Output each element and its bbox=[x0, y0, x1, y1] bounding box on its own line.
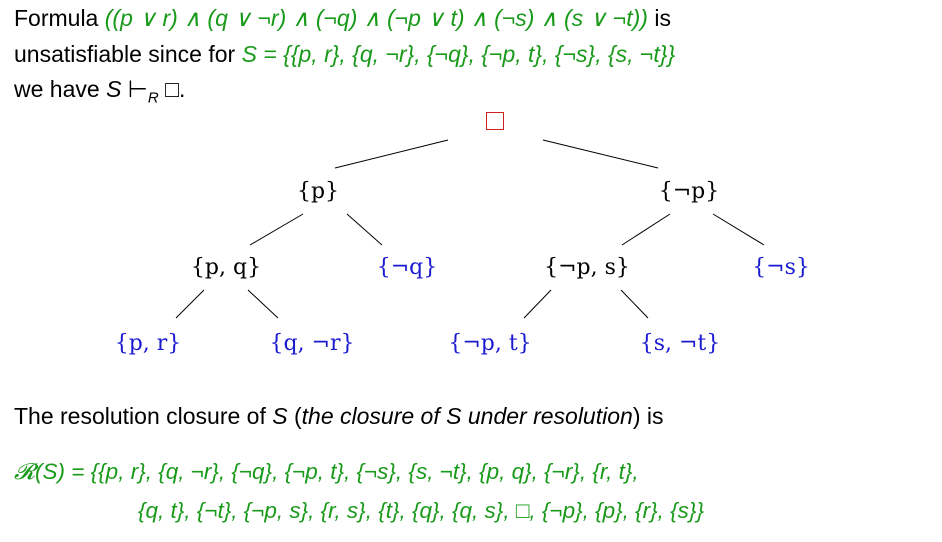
closure-italic-phrase: the closure of S under resolution bbox=[301, 403, 633, 429]
empty-clause-symbol: □ bbox=[165, 76, 179, 102]
intro-line-2: unsatisfiable since for S = {{p, r}, {q,… bbox=[14, 40, 675, 68]
edge-negps-snegt bbox=[620, 289, 649, 319]
we-have-text: we have bbox=[14, 76, 107, 102]
empty-clause-root bbox=[486, 112, 504, 130]
formula-suffix: is bbox=[647, 5, 671, 31]
edge-root-negp bbox=[542, 139, 659, 169]
set-symbol: S bbox=[106, 76, 122, 102]
edge-root-p bbox=[334, 139, 449, 169]
node-q-neg-r: {q, ¬r} bbox=[269, 331, 354, 356]
resolution-tree: {p} {¬p} {p, q} {¬q} {¬p, s} {¬s} {p, r}… bbox=[115, 139, 810, 356]
formula-prefix: Formula bbox=[14, 5, 105, 31]
node-p: {p} bbox=[297, 179, 339, 204]
node-p-q: {p, q} bbox=[191, 255, 261, 280]
edge-negp-negps bbox=[621, 213, 671, 246]
closure-line-2: {q, t}, {¬t}, {¬p, s}, {r, s}, {t}, {q},… bbox=[138, 498, 704, 523]
node-neg-s: {¬s} bbox=[752, 255, 810, 280]
intro-line-3: we have S ⊢R □. bbox=[14, 75, 185, 113]
closure-intro: The resolution closure of S (the closure… bbox=[14, 402, 663, 430]
closure-prefix: The resolution closure of bbox=[14, 403, 273, 429]
set-definition: S = {{p, r}, {q, ¬r}, {¬q}, {¬p, t}, {¬s… bbox=[241, 41, 676, 67]
edge-pq-qnegr bbox=[247, 289, 279, 319]
closure-line-1: 𝓡(S) = {{p, r}, {q, ¬r}, {¬q}, {¬p, t}, … bbox=[14, 459, 639, 484]
edge-negp-negs bbox=[712, 213, 765, 246]
edge-pq-pr bbox=[175, 289, 205, 319]
period: . bbox=[178, 76, 186, 102]
node-p-r: {p, r} bbox=[115, 331, 182, 356]
intro-line-1: Formula ((p ∨ r) ∧ (q ∨ ¬r) ∧ (¬q) ∧ (¬p… bbox=[14, 4, 671, 32]
unsat-prefix: unsatisfiable since for bbox=[14, 41, 242, 67]
node-neg-p-s: {¬p, s} bbox=[544, 255, 630, 280]
formula: ((p ∨ r) ∧ (q ∨ ¬r) ∧ (¬q) ∧ (¬p ∨ t) ∧ … bbox=[104, 5, 648, 31]
closure-set-symbol: S bbox=[272, 403, 288, 429]
closure-paren-close: ) is bbox=[632, 403, 664, 429]
node-neg-p: {¬p} bbox=[659, 179, 720, 204]
node-neg-p-t: {¬p, t} bbox=[448, 331, 531, 356]
node-neg-q: {¬q} bbox=[377, 255, 438, 280]
derives-subscript: R bbox=[147, 89, 159, 107]
edge-p-pq bbox=[249, 213, 304, 246]
derives-symbol: ⊢ bbox=[121, 76, 148, 102]
edge-p-negq bbox=[346, 213, 383, 246]
edge-negps-negpt bbox=[523, 289, 552, 319]
node-s-neg-t: {s, ¬t} bbox=[640, 331, 721, 356]
closure-paren-open: ( bbox=[287, 403, 302, 429]
